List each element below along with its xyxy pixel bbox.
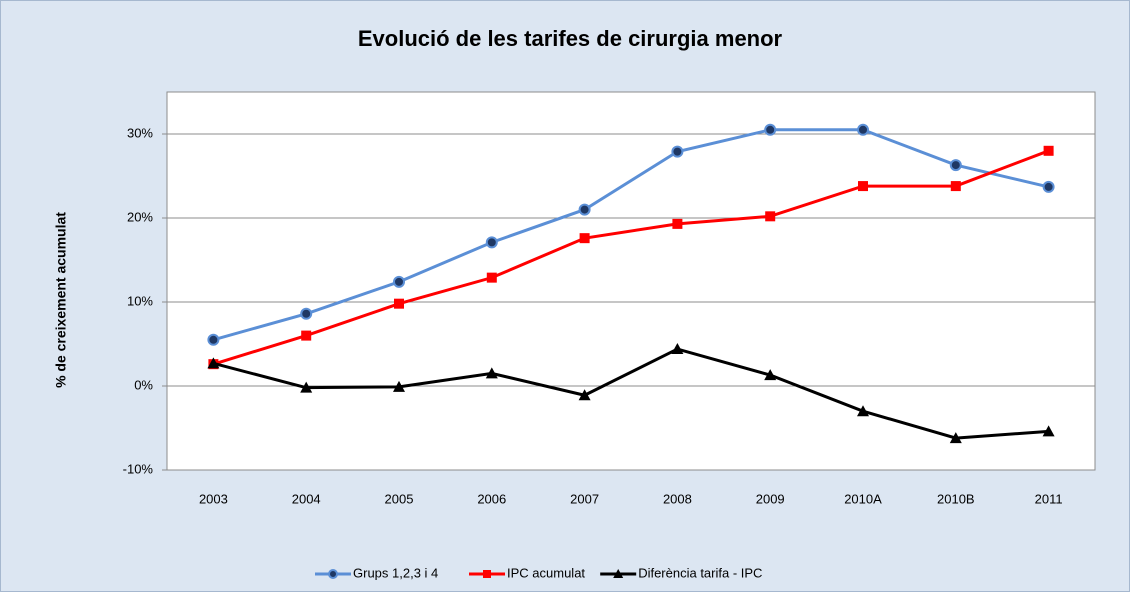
legend-label: Grups 1,2,3 i 4 <box>353 565 438 580</box>
point-marker <box>301 330 312 341</box>
y-axis-label: % de creixement acumulat <box>53 212 69 388</box>
legend-label: IPC acumulat <box>507 565 585 580</box>
point-marker <box>207 357 220 369</box>
x-tick-label: 2010B <box>937 491 975 506</box>
point-marker <box>486 272 497 283</box>
y-tick-label: -10% <box>123 461 154 476</box>
point-marker <box>671 343 684 355</box>
point-marker <box>300 307 313 320</box>
x-tick-label: 2006 <box>477 491 506 506</box>
point-marker <box>950 181 961 192</box>
x-tick-label: 2007 <box>570 491 599 506</box>
legend-label: Diferència tarifa - IPC <box>638 565 762 580</box>
point-marker <box>1042 180 1055 193</box>
point-marker <box>207 333 220 346</box>
x-tick-label: 2008 <box>663 491 692 506</box>
point-marker <box>671 145 684 158</box>
legend-marker <box>613 569 624 578</box>
series-line <box>212 149 1050 366</box>
x-tick-label: 2005 <box>385 491 414 506</box>
point-marker <box>672 218 683 229</box>
point-marker <box>857 405 869 417</box>
series-line <box>212 128 1049 342</box>
point-marker <box>393 275 405 288</box>
series-line <box>213 347 1049 440</box>
y-tick-label: 30% <box>127 125 153 140</box>
point-marker <box>949 159 962 172</box>
point-marker <box>578 389 591 401</box>
point-marker <box>485 367 498 379</box>
point-marker <box>300 381 313 393</box>
point-marker <box>764 369 777 381</box>
y-tick-label: 0% <box>134 377 153 392</box>
x-tick-label: 2004 <box>292 491 321 506</box>
point-marker <box>764 123 777 136</box>
x-tick-label: 2003 <box>199 491 228 506</box>
plot-area <box>166 91 1096 471</box>
point-marker <box>579 233 590 244</box>
x-tick-label: 2011 <box>1035 491 1063 506</box>
point-marker <box>578 203 591 216</box>
point-marker <box>1043 145 1054 156</box>
chart-title: Evolució de les tarifes de cirurgia meno… <box>358 26 783 51</box>
point-marker <box>858 181 868 192</box>
point-marker <box>949 432 962 444</box>
point-marker <box>485 236 498 249</box>
x-tick-label: 2010A <box>844 491 882 506</box>
x-tick-label: 2009 <box>756 491 785 506</box>
point-marker <box>394 298 404 309</box>
point-marker <box>857 123 869 136</box>
y-tick-label: 10% <box>127 293 153 308</box>
y-tick-label: 20% <box>127 209 153 224</box>
point-marker <box>1042 425 1055 437</box>
legend-marker <box>483 570 491 578</box>
point-marker <box>765 211 776 222</box>
legend-marker <box>328 569 338 579</box>
point-marker <box>393 380 405 392</box>
